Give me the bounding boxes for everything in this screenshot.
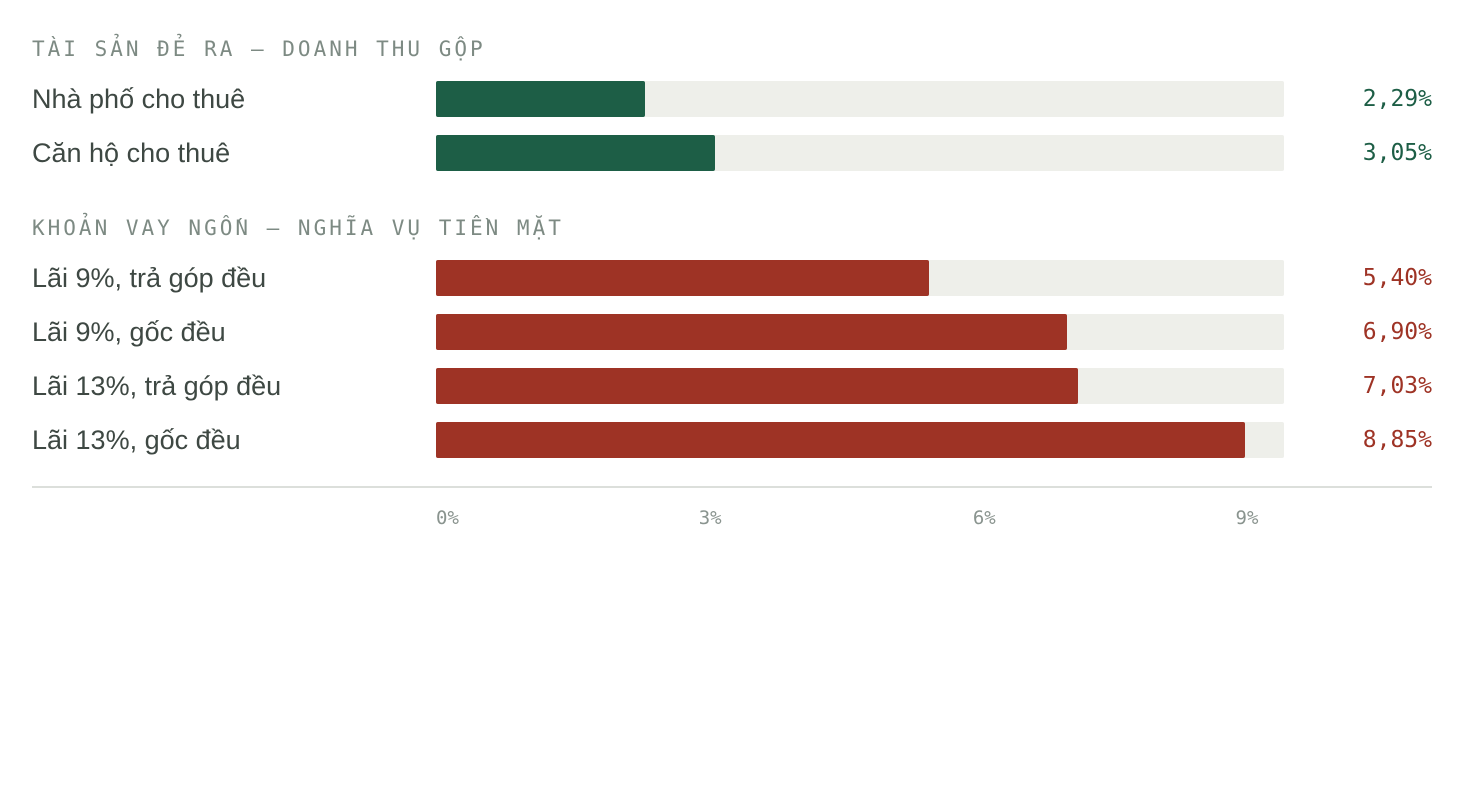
row-label: Lãi 13%, trả góp đều (32, 371, 282, 401)
bar-track (436, 314, 1284, 350)
bar (436, 260, 930, 296)
row-label: Lãi 9%, gốc đều (32, 317, 226, 347)
value-label: 8,85% (1362, 427, 1432, 453)
bar-track (436, 368, 1284, 404)
x-tick-label: 9% (1235, 507, 1259, 529)
row-label: Lãi 13%, gốc đều (32, 425, 241, 455)
bar (436, 422, 1245, 458)
row-label: Nhà phố cho thuê (32, 84, 246, 114)
x-tick-label: 6% (972, 507, 996, 529)
value-label: 3,05% (1362, 140, 1432, 166)
bar (436, 314, 1067, 350)
bar-track (436, 422, 1284, 458)
x-axis-line (32, 486, 1432, 488)
bar-track (436, 135, 1284, 171)
value-label: 6,90% (1362, 319, 1432, 345)
group-title-obligation: KHOẢN VAY NGỐN — NGHĨA VỤ TIỀN MẶT (32, 216, 564, 240)
bar (436, 368, 1079, 404)
value-label: 2,29% (1362, 86, 1432, 112)
x-tick-label: 0% (436, 507, 459, 529)
x-tick-label: 3% (698, 507, 722, 529)
group-title-income: TÀI SẢN ĐẺ RA — DOANH THU GỘP (32, 37, 486, 61)
bar (436, 135, 715, 171)
bar-track (436, 81, 1284, 117)
value-label: 5,40% (1362, 265, 1432, 291)
bar-track (436, 260, 1284, 296)
bar (436, 81, 646, 117)
row-label: Lãi 9%, trả góp đều (32, 263, 267, 293)
row-label: Căn hộ cho thuê (32, 138, 231, 168)
value-label: 7,03% (1362, 373, 1432, 399)
